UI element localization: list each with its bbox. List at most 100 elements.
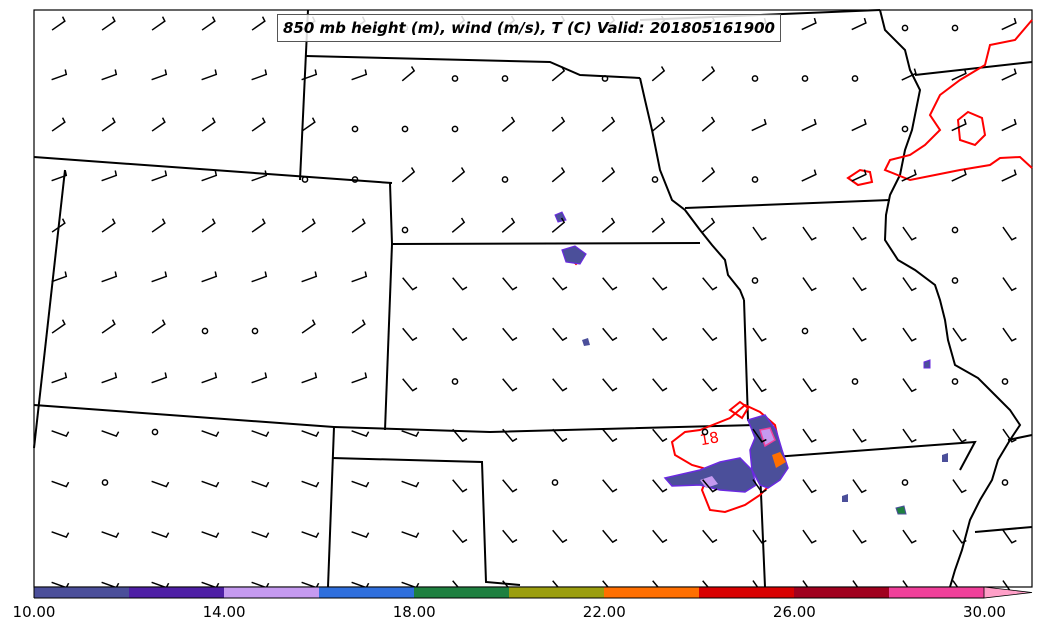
calm-wind-marker [451, 75, 459, 82]
wind-barb [701, 217, 716, 233]
border-wi-il [914, 61, 1033, 76]
wind-barb [951, 169, 967, 182]
wind-barb [702, 277, 718, 291]
wind-barb [251, 480, 270, 488]
wind-barb [1001, 169, 1017, 182]
wind-barb [452, 277, 468, 291]
calm-wind-marker [251, 327, 259, 335]
wind-barb [501, 116, 516, 132]
wind-barb [552, 277, 568, 291]
calm-wind-marker [751, 277, 759, 284]
wind-barb [651, 66, 666, 82]
wind-barb [652, 479, 668, 493]
wind-barb [602, 277, 618, 291]
wind-barb [751, 118, 767, 132]
colorbar-segment [129, 587, 225, 598]
wind-barb [601, 116, 616, 132]
wind-barb [201, 218, 216, 233]
wind-barb [851, 17, 867, 31]
wind-barb [351, 531, 370, 539]
wind-barb [401, 480, 420, 488]
wind-barb [351, 271, 368, 283]
map-frame [33, 9, 1033, 588]
wind-barb [801, 17, 817, 31]
wind-barb [151, 480, 170, 488]
wind-barb [801, 118, 817, 132]
wind-barb [101, 218, 116, 233]
calm-wind-marker [901, 24, 909, 32]
wind-barb [301, 218, 316, 233]
colorbar-tick-label: 26.00 [772, 603, 816, 621]
wind-barb [902, 378, 917, 393]
calm-wind-marker [351, 176, 359, 183]
wind-barb [301, 531, 320, 539]
temperature-contour [956, 110, 987, 147]
calm-wind-marker [501, 176, 509, 183]
wind-barb [802, 529, 817, 544]
wind-barb [502, 327, 518, 342]
wind-barb [351, 480, 370, 488]
wind-barb [551, 167, 566, 183]
wind-barb [602, 327, 618, 342]
calm-wind-marker [151, 428, 159, 436]
wind-barb [201, 531, 220, 539]
calm-wind-marker [451, 125, 459, 133]
wind-barb [201, 170, 218, 182]
wind-barb [852, 479, 867, 494]
colorbar-border [33, 586, 984, 599]
wind-barb [1002, 327, 1017, 342]
wind-barb [552, 529, 568, 544]
wind-barb [51, 69, 68, 81]
wind-barb [752, 529, 767, 544]
calm-wind-marker [951, 24, 959, 32]
wind-barb [201, 69, 218, 81]
wind-barb [602, 378, 618, 392]
wind-barb [752, 428, 767, 443]
wind-barb [602, 479, 618, 493]
wind-barb [201, 372, 218, 384]
wind-barb [401, 66, 416, 82]
wind-barb [651, 116, 666, 132]
shaded-region [772, 452, 786, 468]
wind-barb [652, 277, 668, 291]
shaded-region [942, 453, 948, 462]
wind-barb [1002, 428, 1017, 443]
wind-barb [401, 531, 420, 539]
wind-barb [452, 479, 468, 493]
wind-barb [802, 378, 817, 393]
wind-barb [502, 378, 518, 392]
border-sd-ne [305, 55, 641, 79]
wind-barb [301, 117, 316, 132]
wind-barb [251, 372, 268, 384]
wind-barb [902, 277, 917, 292]
colorbar-segment [794, 587, 890, 598]
wind-barb [402, 378, 418, 392]
wind-barb [251, 218, 266, 233]
map-title: 850 mb height (m), wind (m/s), T (C) Val… [277, 14, 781, 42]
wind-barb [351, 69, 368, 81]
wind-barb [502, 529, 518, 544]
wind-barb [852, 428, 867, 443]
wind-barb [101, 531, 120, 539]
wind-barb [51, 372, 68, 384]
wind-barb [701, 66, 716, 82]
border-co-nm [33, 404, 335, 428]
wind-barb [852, 226, 867, 241]
wind-barb [901, 169, 917, 182]
temperature-contours [568, 19, 1033, 514]
calm-wind-marker [951, 378, 959, 385]
wind-barb [951, 68, 967, 81]
wind-barb [852, 327, 867, 342]
wind-barb [251, 69, 268, 81]
wind-barb [151, 117, 166, 132]
wind-barb [752, 479, 767, 494]
wind-barb [702, 529, 718, 544]
wind-barb [51, 271, 68, 283]
calm-wind-marker [951, 226, 959, 234]
wind-barb [251, 430, 270, 438]
calm-wind-marker [401, 125, 409, 133]
colorbar-segment [414, 587, 510, 598]
wind-barb [51, 16, 66, 31]
wind-barb [802, 428, 817, 443]
wind-barb [702, 378, 718, 392]
